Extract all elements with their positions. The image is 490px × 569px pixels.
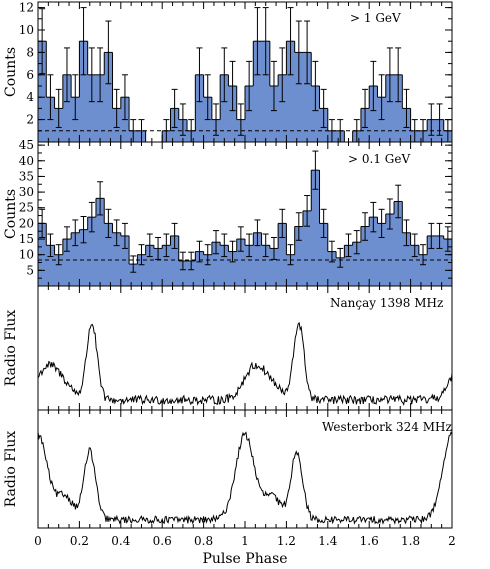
panel-frame	[37, 409, 453, 529]
x-tick-label: 0	[34, 534, 42, 548]
y-tick-label: 12	[19, 1, 34, 15]
panel-label: Westerbork 324 MHz	[322, 420, 452, 434]
y-tick-label: 6	[26, 68, 34, 82]
x-tick-label: 0.6	[153, 534, 172, 548]
panel-label: Nançay 1398 MHz	[330, 296, 443, 310]
y-tick-label: 15	[19, 232, 34, 246]
y-tick-label: 5	[26, 263, 34, 277]
y-tick-label: 35	[19, 169, 34, 183]
panel-1: 2 4 6 8 10 12 > 1 GeV Counts	[3, 1, 453, 143]
x-tick-label: 0.2	[70, 534, 89, 548]
y-tick-label: 45	[19, 138, 34, 152]
panel-label: > 0.1 GeV	[348, 152, 410, 166]
x-tick-label: 1	[241, 534, 249, 548]
x-tick-label: 0.4	[111, 534, 130, 548]
panel-4: Westerbork 324 MHz Radio Flux 0 0.2 0.4 0.6 0.…	[3, 409, 456, 567]
y-axis-title: Counts	[3, 189, 19, 239]
x-tick-label: 1.6	[360, 534, 379, 548]
x-axis-title: Pulse Phase	[202, 551, 287, 567]
y-tick-label: 2	[26, 113, 34, 127]
y-axis-title: Radio Flux	[3, 310, 19, 387]
y-tick-label: 30	[19, 185, 34, 199]
x-tick-label: 0.8	[194, 534, 213, 548]
x-tick-label: 1.2	[277, 534, 296, 548]
y-tick-label: 40	[19, 154, 34, 168]
x-tick-label: 1.4	[318, 534, 337, 548]
y-axis-title: Radio Flux	[3, 431, 19, 508]
y-tick-label: 8	[26, 45, 34, 59]
x-tick-label: 1.8	[401, 534, 420, 548]
y-tick-label: 4	[26, 90, 34, 104]
x-tick-label: 2	[448, 534, 456, 548]
panel-3: Nançay 1398 MHz Radio Flux	[3, 285, 453, 411]
y-tick-label: 20	[19, 216, 34, 230]
radio-profile-line	[37, 322, 453, 406]
panel-label: > 1 GeV	[350, 11, 401, 25]
radio-profile-line	[37, 431, 453, 525]
y-tick-label: 10	[19, 248, 34, 262]
y-axis-title: Counts	[3, 47, 19, 97]
y-tick-label: 25	[19, 201, 34, 215]
y-tick-label: 10	[19, 23, 34, 37]
